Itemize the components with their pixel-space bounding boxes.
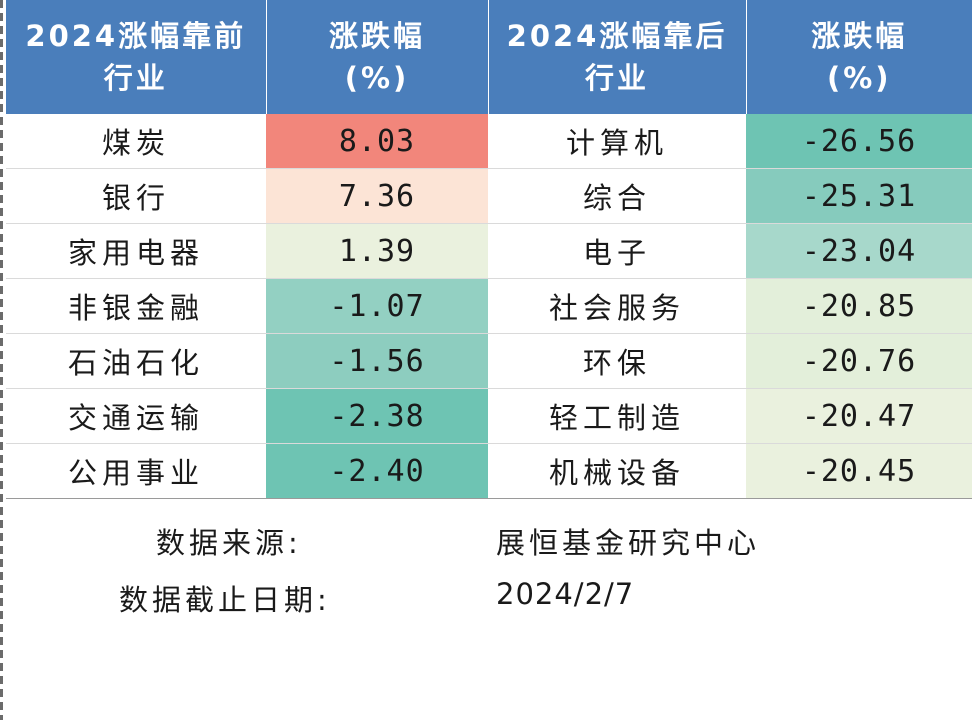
top-change-cell: -1.07: [266, 278, 488, 334]
bottom-industry-cell: 综合: [488, 168, 746, 224]
bottom-industry-cell: 轻工制造: [488, 388, 746, 444]
top-change-cell: -2.38: [266, 388, 488, 444]
date-value: 2024/2/7: [496, 577, 635, 611]
table-row: 交通运输 -2.38 轻工制造 -20.47: [6, 388, 972, 444]
table-row: 公用事业 -2.40 机械设备 -20.45: [6, 443, 972, 499]
header-top-change: 涨跌幅 (%): [266, 0, 489, 114]
top-change-cell: -1.56: [266, 333, 488, 389]
top-change-cell: -2.40: [266, 443, 488, 499]
date-label: 数据截止日期:: [119, 583, 331, 617]
top-industry-cell: 家用电器: [6, 223, 266, 279]
bottom-industry-cell: 计算机: [488, 114, 746, 169]
bottom-industry-cell: 环保: [488, 333, 746, 389]
header-bottom-change: 涨跌幅 (%): [746, 0, 972, 114]
top-change-cell: 7.36: [266, 168, 488, 224]
source-label: 数据来源:: [156, 526, 302, 560]
bottom-change-cell: -26.56: [746, 114, 972, 169]
bottom-industry-cell: 电子: [488, 223, 746, 279]
bottom-change-cell: -23.04: [746, 223, 972, 279]
table-row: 石油石化 -1.56 环保 -20.76: [6, 333, 972, 389]
top-industry-cell: 煤炭: [6, 114, 266, 169]
header-bottom-industry: 2024涨幅靠后 行业: [488, 0, 747, 114]
top-industry-cell: 非银金融: [6, 278, 266, 334]
bottom-change-cell: -20.45: [746, 443, 972, 499]
table-row: 煤炭 8.03 计算机 -26.56: [6, 114, 972, 169]
table-header-row: 2024涨幅靠前 行业 涨跌幅 (%) 2024涨幅靠后 行业 涨跌幅 (%): [6, 0, 972, 114]
bottom-change-cell: -25.31: [746, 168, 972, 224]
top-industry-cell: 公用事业: [6, 443, 266, 499]
bottom-change-cell: -20.76: [746, 333, 972, 389]
header-top-industry: 2024涨幅靠前 行业: [6, 0, 267, 114]
bottom-industry-cell: 机械设备: [488, 443, 746, 499]
industry-performance-table: 2024涨幅靠前 行业 涨跌幅 (%) 2024涨幅靠后 行业 涨跌幅 (%) 煤炭 8.…: [6, 0, 972, 499]
top-industry-cell: 交通运输: [6, 388, 266, 444]
left-dashed-border: [0, 0, 3, 720]
bottom-industry-cell: 社会服务: [488, 278, 746, 334]
bottom-change-cell: -20.85: [746, 278, 972, 334]
source-value: 展恒基金研究中心: [496, 526, 761, 560]
top-change-cell: 1.39: [266, 223, 488, 279]
top-change-cell: 8.03: [266, 114, 488, 169]
bottom-change-cell: -20.47: [746, 388, 972, 444]
table-row: 非银金融 -1.07 社会服务 -20.85: [6, 278, 972, 334]
table-row: 银行 7.36 综合 -25.31: [6, 168, 972, 224]
table-row: 家用电器 1.39 电子 -23.04: [6, 223, 972, 279]
top-industry-cell: 石油石化: [6, 333, 266, 389]
top-industry-cell: 银行: [6, 168, 266, 224]
